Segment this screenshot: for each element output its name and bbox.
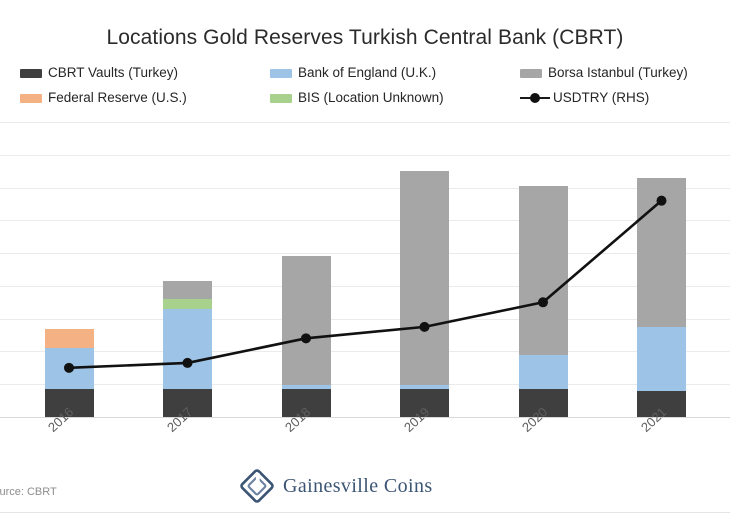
legend-swatch-icon-boe [270, 68, 292, 78]
legend-item-usdtry[interactable]: USDTRY (RHS) [520, 88, 649, 108]
bar-stack[interactable] [281, 255, 331, 417]
gridline [0, 286, 730, 287]
gridline [0, 220, 730, 221]
bar-segment[interactable] [163, 389, 212, 417]
bar-segment[interactable] [400, 389, 449, 417]
bar-stack[interactable] [44, 328, 94, 417]
gridline [0, 384, 730, 385]
bar-segment[interactable] [163, 281, 212, 300]
plot-area [0, 122, 730, 418]
usdtry-line-path [67, 199, 663, 370]
legend-label-fed: Federal Reserve (U.S.) [48, 90, 187, 106]
bar-segment[interactable] [637, 390, 686, 417]
bottom-divider [0, 512, 730, 513]
legend-item-bis[interactable]: BIS (Location Unknown) [270, 88, 444, 108]
watermark: Gainesville Coins [240, 466, 490, 506]
gainesville-coins-diamond-logo-icon [240, 469, 274, 503]
gridline [0, 319, 730, 320]
legend-swatch-icon-fed [20, 93, 42, 103]
bar-segment[interactable] [163, 308, 212, 390]
bar-segment[interactable] [637, 177, 686, 327]
bar-stack[interactable] [400, 170, 449, 417]
bar-segment[interactable] [518, 389, 568, 417]
bar-segment[interactable] [44, 348, 94, 390]
bar-segment[interactable] [281, 389, 331, 417]
gridline [0, 253, 730, 254]
legend-item-cbrt-vaults[interactable]: CBRT Vaults (Turkey) [20, 63, 178, 83]
bar-segment[interactable] [518, 185, 568, 355]
x-axis-labels: 2016 2017 2018 2019 2020 2021 [0, 404, 730, 464]
bar-stack[interactable] [518, 185, 568, 417]
legend-swatch-icon-bis [270, 93, 292, 103]
gridline [0, 351, 730, 352]
bar-stack[interactable] [637, 177, 686, 417]
legend-swatch-icon-borsa [520, 68, 542, 78]
bar-segment[interactable] [637, 326, 686, 391]
bar-segment[interactable] [281, 255, 331, 386]
bar-segment[interactable] [400, 385, 449, 390]
legend-swatch-icon-cbrt [20, 68, 42, 78]
chart-legend: CBRT Vaults (Turkey) Federal Reserve (U.… [12, 63, 718, 111]
source-note: Source: CBRT [0, 486, 57, 498]
gridline [0, 122, 730, 123]
legend-label-bis: BIS (Location Unknown) [298, 90, 444, 106]
bar-segment[interactable] [281, 385, 331, 390]
legend-line-marker-icon-usdtry [520, 93, 550, 103]
bar-segment[interactable] [44, 328, 94, 349]
gridline [0, 188, 730, 189]
legend-item-borsa-istanbul[interactable]: Borsa Istanbul (Turkey) [520, 63, 688, 83]
x-axis-baseline [0, 417, 730, 418]
usdtry-line-series [64, 195, 667, 373]
legend-label-boe: Bank of England (U.K.) [298, 65, 437, 81]
bar-segment[interactable] [400, 170, 449, 386]
legend-label-usdtry: USDTRY (RHS) [553, 90, 650, 106]
watermark-text: Gainesville Coins [283, 474, 433, 497]
gridline [0, 155, 730, 156]
page-title: Locations Gold Reserves Turkish Central … [106, 26, 624, 49]
bar-stack[interactable] [163, 281, 212, 417]
legend-label-borsa: Borsa Istanbul (Turkey) [548, 65, 688, 81]
bar-segment[interactable] [44, 389, 94, 417]
bar-segment[interactable] [518, 354, 568, 390]
legend-label-cbrt: CBRT Vaults (Turkey) [48, 65, 179, 81]
bar-segment[interactable] [163, 299, 212, 309]
legend-item-federal-reserve[interactable]: Federal Reserve (U.S.) [20, 88, 187, 108]
legend-item-bank-of-england[interactable]: Bank of England (U.K.) [270, 63, 436, 83]
